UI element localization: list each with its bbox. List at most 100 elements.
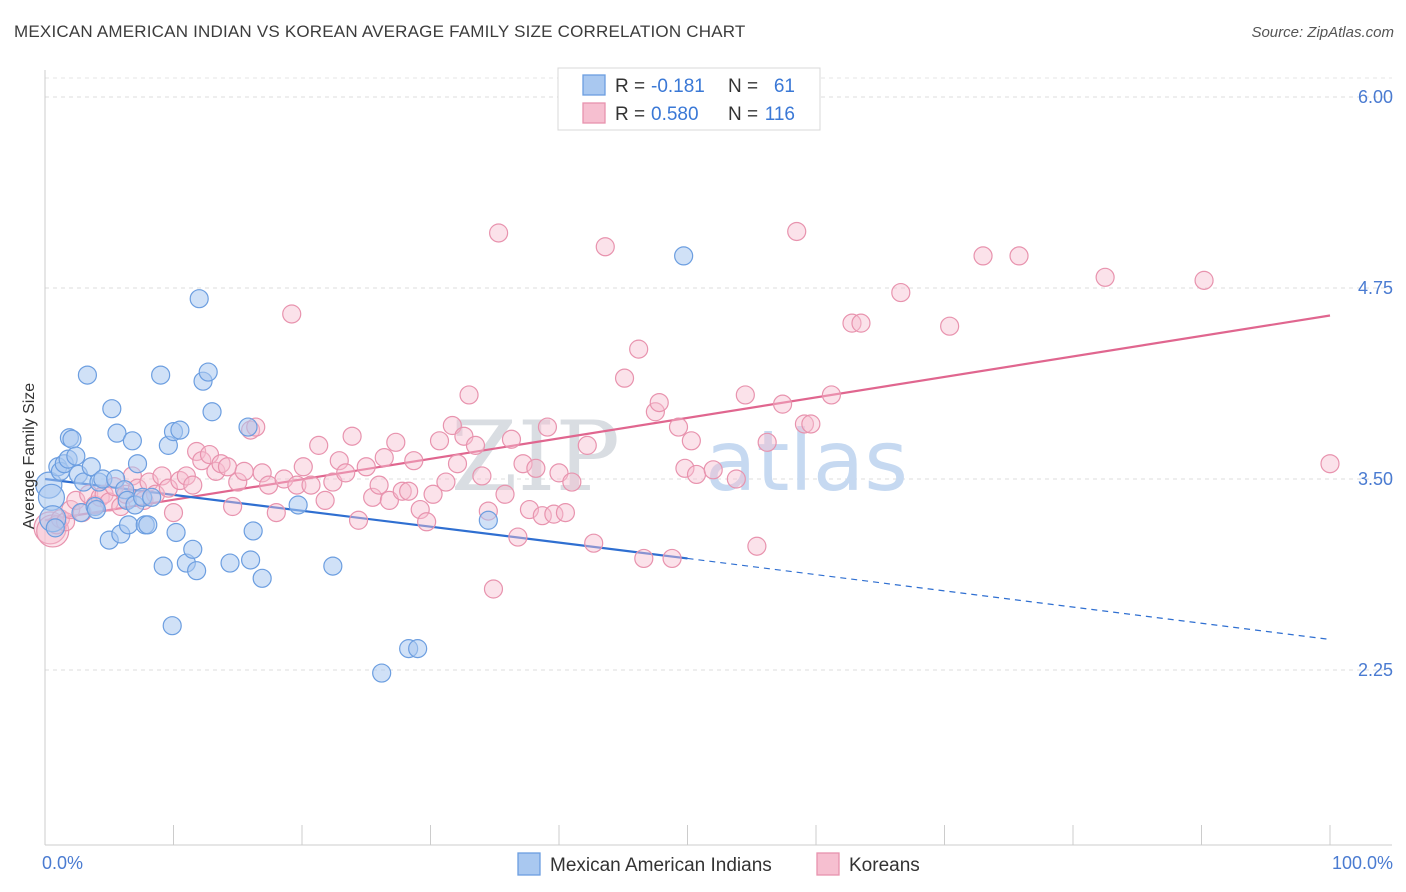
x-tick-label-0: 0.0% — [42, 853, 83, 873]
korean-point — [223, 496, 243, 517]
legend-swatch-blue — [582, 74, 606, 96]
korean-point — [356, 457, 376, 477]
korean-point — [757, 432, 777, 452]
korean-point — [801, 414, 821, 434]
mexican-american-indian-point — [372, 663, 392, 683]
y-axis-label: Average Family Size — [21, 383, 38, 530]
mexican-american-indian-point — [162, 616, 182, 636]
mexican-american-indian-point — [107, 423, 127, 443]
legend-n-value-2: 116 — [765, 104, 795, 125]
mexican-american-indian-trend-extension — [687, 557, 1331, 641]
mexican-american-indian-point — [187, 561, 207, 581]
korean-point — [293, 457, 313, 477]
korean-point — [794, 414, 815, 434]
korean-point — [410, 499, 430, 520]
korean-point — [363, 487, 383, 507]
mexican-american-indian-point — [166, 522, 186, 543]
korean-point — [234, 461, 254, 481]
mexican-american-indian-point — [674, 246, 694, 266]
korean-point — [526, 458, 546, 478]
legend-r-label-2: R = — [615, 104, 645, 125]
korean-point — [329, 451, 349, 471]
legend-n-label-2: N = — [728, 104, 758, 125]
chart-source: Source: ZipAtlas.com — [1251, 24, 1394, 41]
bottom-legend-label-blue: Mexican American Indians — [550, 855, 772, 876]
korean-point — [787, 221, 807, 242]
korean-point — [386, 432, 406, 452]
mexican-american-indian-point — [170, 420, 190, 440]
korean-point — [404, 451, 424, 471]
watermark-zip: ZIP — [451, 401, 620, 513]
korean-point — [336, 463, 356, 483]
korean-point — [629, 339, 649, 359]
mexican-american-indian-point — [243, 521, 263, 541]
series-koreans — [33, 221, 1340, 599]
korean-point — [634, 548, 654, 569]
watermark-atlas: atlas — [705, 412, 908, 510]
mexican-american-indian-point — [118, 515, 139, 535]
legend-n-label-1: N = — [728, 76, 758, 97]
mexican-american-indian-point — [45, 518, 65, 538]
korean-point — [584, 533, 604, 553]
x-tick-label-1: 100.0% — [1332, 853, 1393, 873]
korean-point — [287, 475, 307, 495]
korean-point — [495, 484, 515, 504]
korean-point — [555, 503, 576, 523]
legend-r-value-2: 0.580 — [651, 104, 699, 125]
bottom-legend-swatch-blue — [517, 852, 541, 876]
korean-point — [940, 316, 960, 336]
mexican-american-indian-point — [81, 457, 101, 477]
korean-point — [508, 527, 528, 547]
mexican-american-indian-point — [288, 495, 308, 515]
mexican-american-indian-point — [62, 429, 82, 449]
x-tick-labels: 0.0% 100.0% — [42, 853, 1393, 873]
mexican-american-indian-point — [151, 365, 171, 385]
korean-point — [1194, 270, 1214, 290]
y-tick-label-3: 6.00 — [1358, 87, 1393, 107]
legend-swatch-pink — [582, 102, 606, 124]
korean-point — [465, 435, 486, 455]
mexican-american-indian-point — [127, 454, 148, 474]
mexican-american-indian-point — [252, 568, 272, 588]
korean-point — [459, 385, 479, 405]
korean-point — [282, 304, 302, 324]
korean-point — [821, 385, 842, 405]
bottom-legend-swatch-pink — [816, 852, 840, 876]
korean-point — [374, 448, 394, 468]
korean-point — [342, 426, 362, 446]
legend-r-label-1: R = — [615, 76, 645, 97]
mexican-american-indian-point — [122, 431, 142, 451]
korean-point — [266, 503, 286, 523]
korean-point — [735, 385, 755, 405]
mexican-american-indian-point — [241, 550, 261, 570]
korean-point — [158, 478, 178, 498]
korean-point — [301, 475, 321, 495]
series-mexican-american-indians — [35, 246, 694, 683]
korean-point — [675, 458, 695, 478]
korean-point — [429, 431, 450, 451]
korean-point — [649, 393, 669, 413]
korean-point — [513, 454, 533, 474]
mexican-american-indian-point — [202, 402, 222, 422]
korean-point — [501, 429, 522, 449]
korean-point — [436, 472, 456, 492]
gridlines — [45, 77, 1392, 671]
korean-point — [399, 481, 419, 501]
mexican-american-indian-point — [183, 539, 203, 559]
mexican-american-indian-point — [66, 446, 86, 466]
chart-title: MEXICAN AMERICAN INDIAN VS KOREAN AVERAG… — [14, 22, 746, 41]
korean-point — [595, 237, 615, 257]
korean-point — [483, 579, 504, 599]
korean-point — [1320, 454, 1340, 474]
korean-point — [163, 503, 184, 523]
mexican-american-indian-point — [408, 639, 428, 659]
mexican-american-indian-point — [220, 553, 240, 573]
axes — [44, 70, 1392, 846]
korean-point — [851, 313, 871, 333]
korean-point — [537, 417, 558, 437]
korean-point — [369, 475, 389, 495]
korean-point — [309, 435, 329, 455]
korean-point — [686, 464, 707, 485]
korean-point — [703, 460, 723, 480]
